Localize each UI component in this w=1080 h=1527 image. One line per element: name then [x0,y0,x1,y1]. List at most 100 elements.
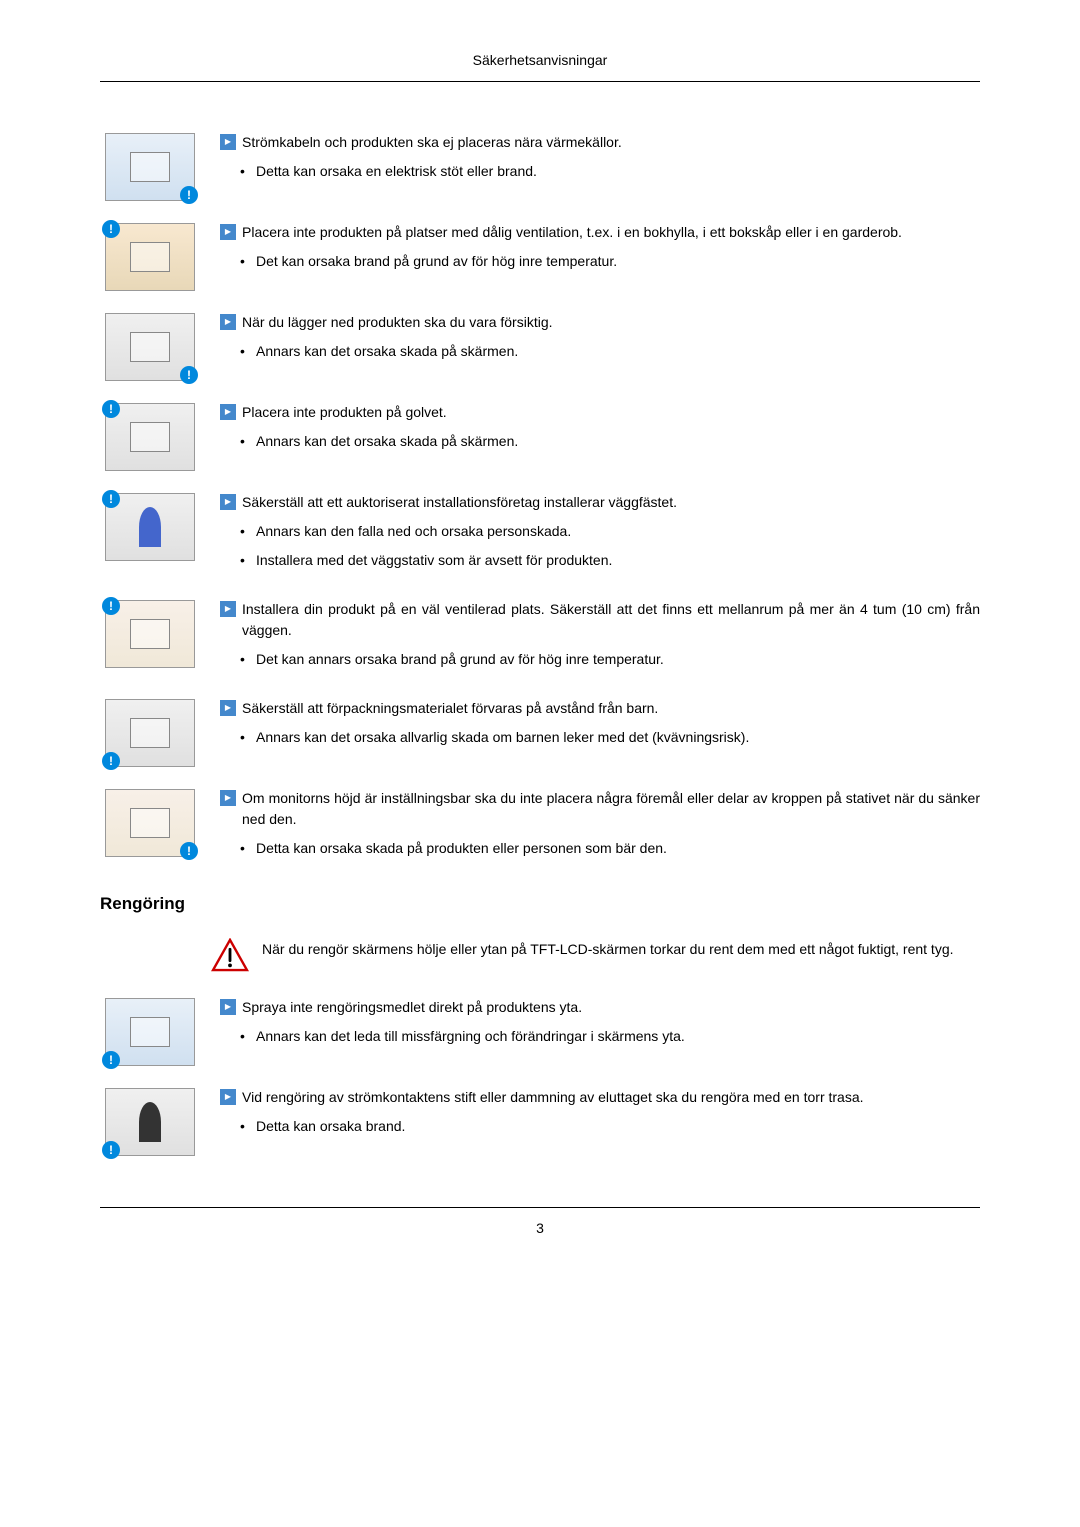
item-content: Säkerställ att förpackningsmaterialet fö… [220,698,980,756]
warning-badge-icon: ! [180,186,198,204]
item-heading: Placera inte produkten på golvet. [220,402,980,423]
heading-text: Spraya inte rengöringsmedlet direkt på p… [242,997,980,1018]
safety-item: ! Spraya inte rengöringsmedlet direkt på… [100,997,980,1067]
warning-badge-icon: ! [102,1141,120,1159]
warning-triangle-icon [210,937,250,973]
item-content: Placera inte produkten på golvet. Annars… [220,402,980,460]
item-heading: Säkerställ att förpackningsmaterialet fö… [220,698,980,719]
sub-list: Det kan orsaka brand på grund av för hög… [220,251,980,272]
warning-badge-icon: ! [180,366,198,384]
item-content: Vid rengöring av strömkontaktens stift e… [220,1087,980,1145]
heading-text: Säkerställ att ett auktoriserat installa… [242,492,980,513]
sub-item: Installera med det väggstativ som är avs… [240,550,980,571]
heading-text: Strömkabeln och produkten ska ej placera… [242,132,980,153]
item-content: Strömkabeln och produkten ska ej placera… [220,132,980,190]
page-header-title: Säkerhetsanvisningar [100,50,980,82]
heading-text: Säkerställ att förpackningsmaterialet fö… [242,698,980,719]
arrow-bullet-icon [220,134,236,150]
arrow-bullet-icon [220,601,236,617]
warning-badge-icon: ! [102,400,120,418]
item-heading: Spraya inte rengöringsmedlet direkt på p… [220,997,980,1018]
sub-item: Annars kan det leda till missfärgning oc… [240,1026,980,1047]
warning-badge-icon: ! [102,490,120,508]
heading-text: Placera inte produkten på platser med då… [242,222,980,243]
illustration-box: ! [100,1087,200,1157]
sub-item: Annars kan den falla ned och orsaka pers… [240,521,980,542]
warning-badge-icon: ! [102,752,120,770]
item-heading: Installera din produkt på en väl ventile… [220,599,980,641]
item-heading: Säkerställ att ett auktoriserat installa… [220,492,980,513]
illustration-box: ! [100,492,200,562]
item-heading: Strömkabeln och produkten ska ej placera… [220,132,980,153]
heading-text: Placera inte produkten på golvet. [242,402,980,423]
floor-illustration: ! [105,403,195,471]
item-heading: När du lägger ned produkten ska du vara … [220,312,980,333]
illustration-box: ! [100,402,200,472]
sub-item: Detta kan orsaka skada på produkten elle… [240,838,980,859]
sub-list: Detta kan orsaka brand. [220,1116,980,1137]
safety-item: ! Säkerställ att förpackningsmaterialet … [100,698,980,768]
sub-item: Detta kan orsaka en elektrisk stöt eller… [240,161,980,182]
safety-item: ! Installera din produkt på en väl venti… [100,599,980,678]
safety-item: ! Om monitorns höjd är inställningsbar s… [100,788,980,867]
warning-badge-icon: ! [180,842,198,860]
safety-item: ! När du lägger ned produkten ska du var… [100,312,980,382]
illustration-box: ! [100,788,200,858]
arrow-bullet-icon [220,1089,236,1105]
sub-list: Detta kan orsaka skada på produkten elle… [220,838,980,859]
monitor-height-illustration: ! [105,789,195,857]
section-title-cleaning: Rengöring [100,891,980,917]
item-content: När du lägger ned produkten ska du vara … [220,312,980,370]
warning-text: När du rengör skärmens hölje eller ytan … [262,937,980,960]
packaging-children-illustration: ! [105,699,195,767]
heading-text: Installera din produkt på en väl ventile… [242,599,980,641]
wall-distance-illustration: ! [105,600,195,668]
safety-item: ! Placera inte produkten på platser med … [100,222,980,292]
heading-text: Vid rengöring av strömkontaktens stift e… [242,1087,980,1108]
sub-item: Annars kan det orsaka skada på skärmen. [240,431,980,452]
arrow-bullet-icon [220,700,236,716]
sub-item: Det kan orsaka brand på grund av för hög… [240,251,980,272]
item-content: Säkerställ att ett auktoriserat installa… [220,492,980,579]
item-content: Spraya inte rengöringsmedlet direkt på p… [220,997,980,1055]
arrow-bullet-icon [220,314,236,330]
arrow-bullet-icon [220,224,236,240]
dry-cloth-illustration: ! [105,1088,195,1156]
arrow-bullet-icon [220,790,236,806]
sub-list: Det kan annars orsaka brand på grund av … [220,649,980,670]
safety-item: ! Säkerställ att ett auktoriserat instal… [100,492,980,579]
safety-item: ! Vid rengöring av strömkontaktens stift… [100,1087,980,1157]
arrow-bullet-icon [220,999,236,1015]
arrow-bullet-icon [220,494,236,510]
sub-item: Det kan annars orsaka brand på grund av … [240,649,980,670]
ventilation-illustration: ! [105,223,195,291]
sub-list: Annars kan det orsaka skada på skärmen. [220,431,980,452]
item-content: Placera inte produkten på platser med då… [220,222,980,280]
item-heading: Placera inte produkten på platser med då… [220,222,980,243]
sub-item: Annars kan det orsaka allvarlig skada om… [240,727,980,748]
item-content: Installera din produkt på en väl ventile… [220,599,980,678]
laying-down-illustration: ! [105,313,195,381]
sub-list: Annars kan det leda till missfärgning oc… [220,1026,980,1047]
heading-text: Om monitorns höjd är inställningsbar ska… [242,788,980,830]
sub-list: Annars kan det orsaka allvarlig skada om… [220,727,980,748]
sub-list: Detta kan orsaka en elektrisk stöt eller… [220,161,980,182]
warning-badge-icon: ! [102,597,120,615]
sub-list: Annars kan den falla ned och orsaka pers… [220,521,980,571]
sub-list: Annars kan det orsaka skada på skärmen. [220,341,980,362]
safety-item: ! Strömkabeln och produkten ska ej place… [100,132,980,202]
safety-item: ! Placera inte produkten på golvet. Anna… [100,402,980,472]
item-content: Om monitorns höjd är inställningsbar ska… [220,788,980,867]
installer-illustration: ! [105,493,195,561]
illustration-box: ! [100,132,200,202]
illustration-box: ! [100,997,200,1067]
illustration-box: ! [100,599,200,669]
item-heading: Om monitorns höjd är inställningsbar ska… [220,788,980,830]
heat-source-illustration: ! [105,133,195,201]
sub-item: Annars kan det orsaka skada på skärmen. [240,341,980,362]
page-number: 3 [536,1220,544,1236]
heading-text: När du lägger ned produkten ska du vara … [242,312,980,333]
arrow-bullet-icon [220,404,236,420]
item-heading: Vid rengöring av strömkontaktens stift e… [220,1087,980,1108]
illustration-box: ! [100,222,200,292]
